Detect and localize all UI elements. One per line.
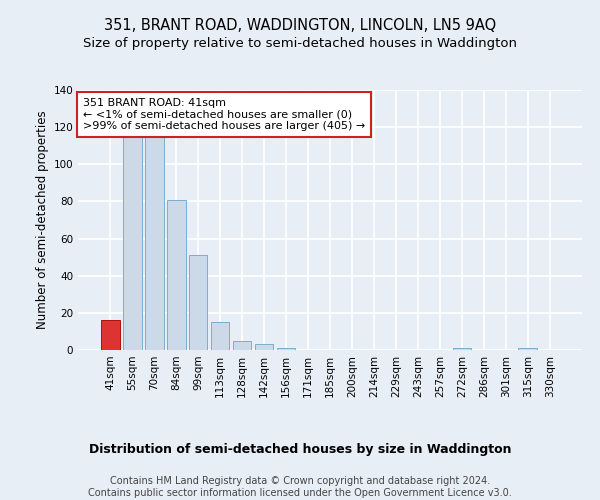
Text: 351, BRANT ROAD, WADDINGTON, LINCOLN, LN5 9AQ: 351, BRANT ROAD, WADDINGTON, LINCOLN, LN… [104,18,496,32]
Bar [101,320,119,350]
Bar [211,322,229,350]
Text: Size of property relative to semi-detached houses in Waddington: Size of property relative to semi-detach… [83,38,517,51]
Text: Distribution of semi-detached houses by size in Waddington: Distribution of semi-detached houses by … [89,442,511,456]
Text: Contains HM Land Registry data © Crown copyright and database right 2024.
Contai: Contains HM Land Registry data © Crown c… [88,476,512,498]
Bar [277,348,295,350]
Text: 351 BRANT ROAD: 41sqm
← <1% of semi-detached houses are smaller (0)
>99% of semi: 351 BRANT ROAD: 41sqm ← <1% of semi-deta… [83,98,365,131]
Bar [145,136,164,350]
Bar [255,344,274,350]
Bar [167,200,185,350]
Bar [123,134,142,350]
Bar [233,340,251,350]
Bar [518,348,537,350]
Bar [189,256,208,350]
Bar [452,348,471,350]
Y-axis label: Number of semi-detached properties: Number of semi-detached properties [36,110,49,330]
